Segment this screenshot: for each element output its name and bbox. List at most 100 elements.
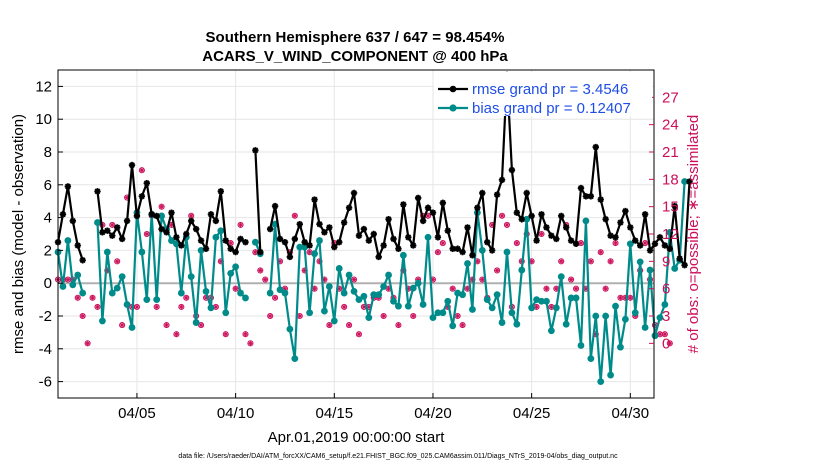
rmse-point (533, 237, 540, 244)
obs-possible-marker (513, 240, 520, 247)
bias-point (138, 248, 146, 256)
obs-assimilated-marker (292, 213, 298, 219)
bias-point (414, 279, 422, 287)
obs-possible-marker (597, 249, 604, 256)
y-right-tick-label: 3 (662, 308, 670, 325)
obs-assimilated-marker (90, 295, 95, 301)
rmse-point (488, 247, 496, 254)
rmse-point (612, 234, 619, 241)
obs-possible-marker (74, 294, 81, 301)
obs-possible-marker (568, 276, 575, 283)
obs-possible-marker (326, 322, 333, 329)
bias-point (681, 178, 688, 185)
bias-point (478, 247, 486, 254)
rmse-point (449, 245, 456, 252)
obs-assimilated-marker (504, 222, 510, 228)
bias-point (552, 304, 560, 312)
legend-bias-marker (449, 104, 457, 112)
bias-point (242, 294, 249, 302)
obs-possible-marker (666, 340, 673, 347)
rmse-point (597, 196, 604, 203)
obs-assimilated-marker (386, 286, 391, 292)
obs-assimilated-marker (341, 304, 347, 310)
rmse-point (123, 217, 131, 225)
bias-point (434, 309, 442, 317)
obs-assimilated-marker (262, 277, 268, 282)
rmse-point (370, 230, 377, 238)
bias-point (513, 320, 521, 328)
obs-possible-marker (94, 303, 101, 310)
rmse-point (548, 232, 555, 239)
bias-point (69, 281, 77, 289)
rmse-point (222, 237, 229, 244)
obs-possible-marker (237, 221, 244, 228)
obs-assimilated-marker (425, 213, 431, 219)
obs-assimilated-marker (410, 313, 416, 319)
bias-point (375, 291, 383, 299)
bias-point (64, 237, 72, 244)
rmse-point (410, 242, 417, 249)
obs-assimilated-marker (277, 258, 283, 264)
bias-point (168, 237, 175, 244)
bias-point (641, 324, 649, 331)
bias-point (621, 315, 629, 323)
obs-assimilated-marker (361, 304, 367, 310)
rmse-point (148, 211, 155, 218)
bias-point (518, 266, 526, 274)
obs-possible-marker (498, 212, 506, 219)
rmse-point (424, 204, 432, 211)
rmse-point (227, 245, 234, 252)
y-axis-ticks: -6 -4 -2 0 2 4 6 8 10 12 (35, 78, 63, 391)
rmse-point (646, 247, 654, 254)
bias-point (617, 343, 624, 351)
obs-possible-marker (158, 203, 165, 210)
bias-point (94, 219, 101, 226)
bias-point (266, 289, 274, 297)
rmse-point (484, 239, 491, 246)
rmse-point (518, 216, 525, 223)
bias-point (306, 309, 314, 317)
rmse-point (143, 179, 151, 187)
obs-assimilated-marker (544, 286, 549, 292)
bias-point (222, 309, 230, 317)
rmse-point (607, 232, 614, 239)
obs-assimilated-marker (267, 313, 273, 319)
obs-possible-marker (395, 322, 402, 329)
bias-point (651, 332, 659, 340)
obs-assimilated-marker (474, 258, 480, 264)
rmse-point (400, 201, 407, 208)
rmse-point (617, 219, 624, 226)
obs-assimilated-marker (642, 240, 648, 246)
obs-possible-marker (316, 258, 323, 265)
y-right-tick-label: 21 (662, 144, 679, 161)
bias-point (251, 238, 259, 246)
bias-point (399, 251, 407, 259)
bias-point (380, 283, 388, 290)
obs-assimilated-marker (450, 286, 456, 292)
obs-assimilated-marker (238, 222, 243, 228)
obs-assimilated-marker (455, 313, 461, 319)
obs-possible-marker (459, 322, 466, 329)
bias-point (143, 296, 151, 303)
y-right-tick-label: 0 (662, 335, 670, 352)
legend-rmse-label: rmse grand pr = 3.4546 (472, 81, 628, 98)
obs-possible-marker (119, 322, 126, 329)
obs-assimilated-marker (169, 222, 174, 228)
rmse-point (419, 217, 427, 225)
obs-possible-marker (410, 312, 417, 320)
obs-assimilated-marker (435, 249, 441, 255)
obs-assimilated-marker (603, 286, 609, 292)
y-tick-label: 2 (44, 242, 52, 259)
obs-assimilated-marker (203, 295, 209, 301)
legend-bias-label: bias grand pr = 0.12407 (472, 100, 631, 117)
obs-possible-marker (138, 167, 145, 174)
rmse-point (651, 240, 659, 248)
bias-point (360, 292, 368, 300)
bias-series (54, 178, 688, 385)
bias-point (562, 320, 570, 328)
bias-point (557, 273, 565, 281)
obs-possible-marker (503, 221, 511, 228)
rmse-point (592, 143, 599, 151)
obs-assimilated-marker (445, 304, 451, 310)
